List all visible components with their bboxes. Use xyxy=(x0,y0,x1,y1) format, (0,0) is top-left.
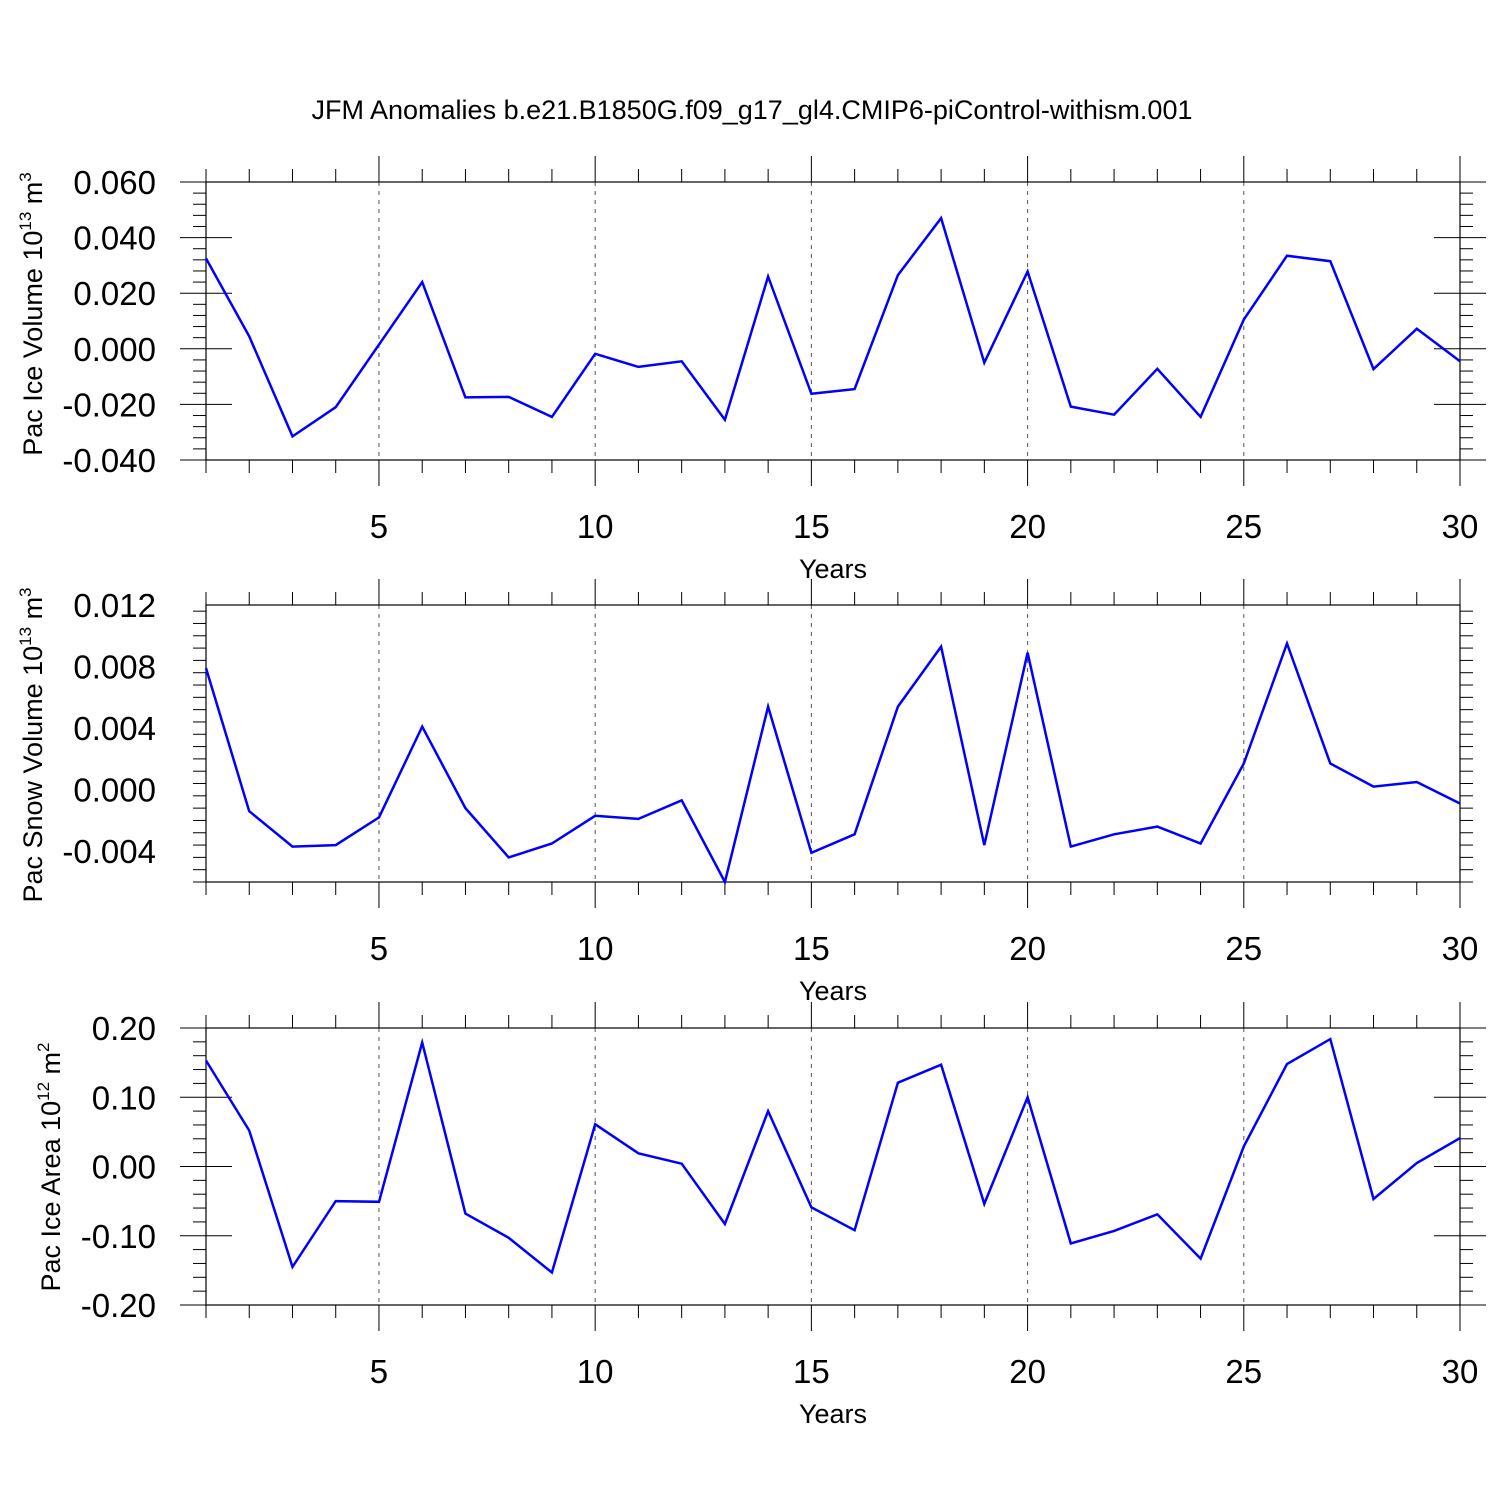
y-axis-title-text: Pac Ice Area 10 xyxy=(36,1101,66,1292)
panel-1: -0.040 -0.020 0.000 0.020 0.040 0.060 5 10 15 20 2… xyxy=(16,156,1486,584)
x-tick-label: 20 xyxy=(1009,508,1046,545)
x-tick-label: 10 xyxy=(577,508,614,545)
y-tick-label: 0.004 xyxy=(73,710,156,747)
y-tick-label: -0.040 xyxy=(62,442,156,479)
y-axis-title: Pac Ice Volume 1013 m3 xyxy=(16,172,48,456)
series-line xyxy=(204,639,1461,886)
y-tick-label: 0.040 xyxy=(73,220,156,257)
y-axis-title-unit: m xyxy=(36,1052,66,1082)
x-tick-label: 15 xyxy=(793,930,830,967)
y-axis-title-unit-exponent: 3 xyxy=(16,172,35,181)
y-tick-label: -0.20 xyxy=(81,1287,156,1324)
x-tick-label: 25 xyxy=(1225,508,1262,545)
x-tick-label: 20 xyxy=(1009,930,1046,967)
y-tick-label: 0.00 xyxy=(92,1149,156,1186)
y-tick-label: 0.000 xyxy=(73,331,156,368)
y-axis-title-text: Pac Ice Volume 10 xyxy=(18,231,48,456)
y-axis-title: Pac Snow Volume 1013 m3 xyxy=(16,587,48,902)
y-tick-label: -0.10 xyxy=(81,1218,156,1255)
x-tick-label: 25 xyxy=(1225,930,1262,967)
y-tick-label: 0.012 xyxy=(73,587,156,624)
plot-frame xyxy=(205,604,1461,883)
x-tick-label: 10 xyxy=(577,930,614,967)
y-tick-label: 0.10 xyxy=(92,1079,156,1116)
y-axis-title-exponent: 12 xyxy=(34,1082,53,1101)
x-tick-label: 25 xyxy=(1225,1353,1262,1390)
panels: -0.040 -0.020 0.000 0.020 0.040 0.060 5 10 15 20 2… xyxy=(16,156,1486,1429)
x-axis-title: Years xyxy=(799,554,867,584)
plot-frame xyxy=(205,1027,1461,1306)
series-line xyxy=(204,215,1461,439)
x-tick-label: 15 xyxy=(793,508,830,545)
x-tick-label: 10 xyxy=(577,1353,614,1390)
x-tick-label: 5 xyxy=(370,930,388,967)
x-tick-label: 5 xyxy=(370,1353,388,1390)
x-tick-label: 30 xyxy=(1442,930,1479,967)
y-axis-title-unit: m xyxy=(18,597,48,627)
x-tick-label: 20 xyxy=(1009,1353,1046,1390)
y-tick-label: 0.20 xyxy=(92,1010,156,1047)
y-tick-label: 0.000 xyxy=(73,772,156,809)
y-axis-title-exponent: 13 xyxy=(16,212,35,231)
y-axis-title-unit: m xyxy=(18,182,48,212)
x-tick-label: 30 xyxy=(1442,1353,1479,1390)
y-tick-label: -0.020 xyxy=(62,386,156,423)
y-axis-title-unit-exponent: 2 xyxy=(34,1042,53,1051)
y-tick-label: 0.008 xyxy=(73,649,156,686)
panel-3: -0.20 -0.10 0.00 0.10 0.20 5 10 15 20 25 30 Years Pa… xyxy=(34,1002,1486,1429)
y-tick-label: 0.020 xyxy=(73,275,156,312)
x-axis-title: Years xyxy=(799,976,867,1006)
y-tick-label: -0.004 xyxy=(62,833,156,870)
plot-frame xyxy=(205,181,1461,461)
series-line xyxy=(204,1037,1461,1275)
y-tick-label: 0.060 xyxy=(73,164,156,201)
x-axis-title: Years xyxy=(799,1399,867,1429)
y-axis-title-unit-exponent: 3 xyxy=(16,587,35,596)
figure-title: JFM Anomalies b.e21.B1850G.f09_g17_gl4.C… xyxy=(312,95,1193,125)
panel-2: -0.004 0.000 0.004 0.008 0.012 5 10 15 20 25 30 Yea… xyxy=(16,579,1478,1006)
x-tick-label: 30 xyxy=(1442,508,1479,545)
x-tick-label: 5 xyxy=(370,508,388,545)
y-axis-title: Pac Ice Area 1012 m2 xyxy=(34,1042,66,1291)
x-tick-label: 15 xyxy=(793,1353,830,1390)
y-axis-title-exponent: 13 xyxy=(16,627,35,646)
y-axis-title-text: Pac Snow Volume 10 xyxy=(18,646,48,903)
